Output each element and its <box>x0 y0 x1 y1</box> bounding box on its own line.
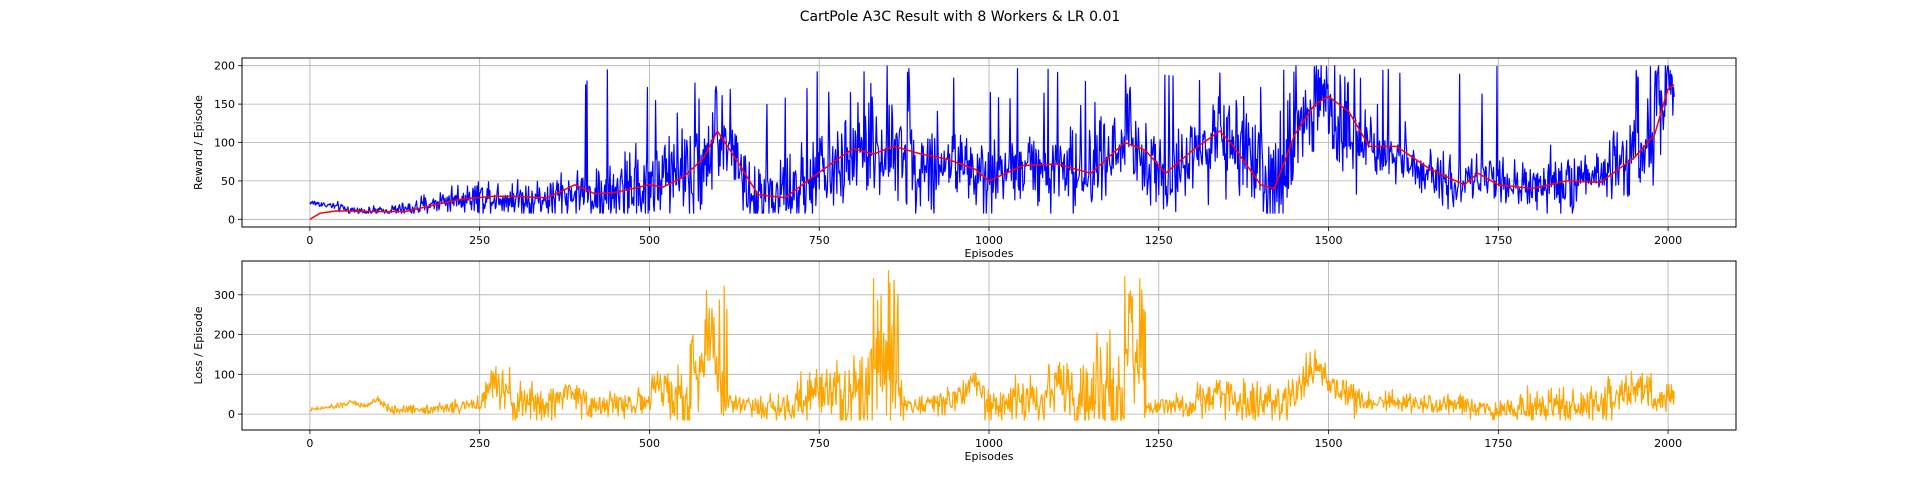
loss-y-tick-label: 0 <box>228 408 235 421</box>
reward-x-tick-label: 0 <box>306 234 313 247</box>
reward-grid <box>242 58 1736 227</box>
reward-x-tick-label: 1750 <box>1484 234 1512 247</box>
reward-x-tick-label: 1000 <box>975 234 1003 247</box>
loss-x-tick-label: 0 <box>306 437 313 450</box>
reward-series-line-smoothed <box>309 84 1675 220</box>
loss-x-tick-label: 1750 <box>1484 437 1512 450</box>
loss-ticks: 0 250 500 750 1000 1250 1500 1750 2000 0 100 200 300 <box>214 289 1682 450</box>
loss-x-tick-label: 750 <box>809 437 830 450</box>
loss-x-tick-label: 1500 <box>1315 437 1343 450</box>
reward-y-tick-label: 0 <box>228 213 235 226</box>
figure-title: CartPole A3C Result with 8 Workers & LR … <box>800 9 1121 25</box>
reward-x-tick-label: 2000 <box>1654 234 1682 247</box>
loss-y-axis-label: Loss / Episode <box>192 306 205 384</box>
reward-y-tick-label: 200 <box>214 60 235 73</box>
reward-y-tick-label: 100 <box>214 137 235 150</box>
reward-x-axis-label: Episodes <box>965 247 1014 260</box>
reward-x-tick-label: 1250 <box>1145 234 1173 247</box>
reward-x-tick-label: 1500 <box>1315 234 1343 247</box>
loss-x-tick-label: 2000 <box>1654 437 1682 450</box>
reward-series-line-raw <box>309 65 1675 214</box>
reward-series-layer <box>309 65 1675 220</box>
reward-x-tick-label: 750 <box>809 234 830 247</box>
loss-x-axis-label: Episodes <box>965 450 1014 463</box>
loss-x-tick-label: 250 <box>469 437 490 450</box>
loss-x-tick-label: 1000 <box>975 437 1003 450</box>
reward-y-tick-label: 150 <box>214 98 235 111</box>
reward-ticks: 0 250 500 750 1000 1250 1500 1750 2000 0 50 100 150 2… <box>214 60 1682 247</box>
loss-subplot: 0 250 500 750 1000 1250 1500 1750 2000 0 100 200 300… <box>192 260 1737 463</box>
reward-y-tick-label: 50 <box>221 175 235 188</box>
loss-y-tick-label: 300 <box>214 289 235 302</box>
loss-series-layer <box>309 269 1675 421</box>
reward-subplot: 0 250 500 750 1000 1250 1500 1750 2000 0 50 100 150 2… <box>192 57 1737 260</box>
reward-x-tick-label: 500 <box>639 234 660 247</box>
reward-y-axis-label: Reward / Episode <box>192 95 205 190</box>
loss-y-tick-label: 100 <box>214 368 235 381</box>
loss-y-tick-label: 200 <box>214 329 235 342</box>
loss-grid <box>242 261 1736 430</box>
reward-x-tick-label: 250 <box>469 234 490 247</box>
loss-series-line-raw <box>309 269 1675 421</box>
loss-x-tick-label: 1250 <box>1145 437 1173 450</box>
loss-x-tick-label: 500 <box>639 437 660 450</box>
